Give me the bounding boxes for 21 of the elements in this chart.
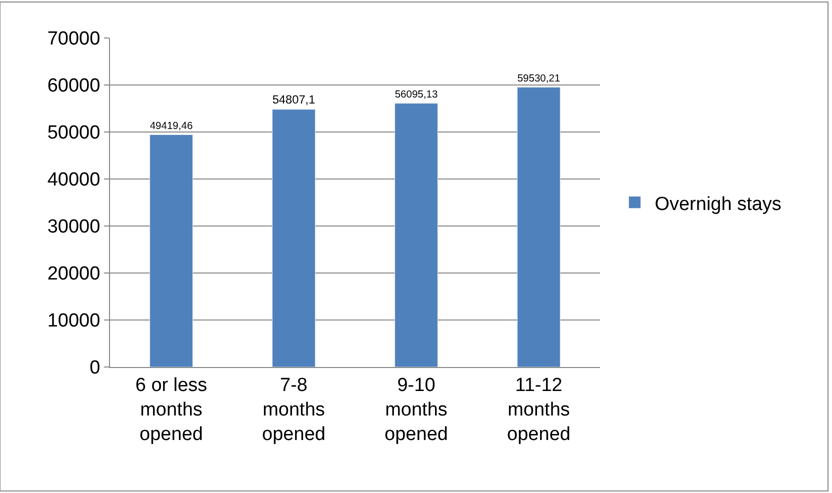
bar [150, 134, 193, 367]
x-tick-label: 11-12 months opened [507, 374, 570, 446]
y-tick-label: 30000 [47, 216, 100, 238]
x-tick-label: 6 or less months opened [135, 374, 208, 446]
y-tick-label: 20000 [47, 264, 100, 285]
text: 56095,13 [394, 90, 438, 101]
text: 59530,21 [517, 74, 560, 85]
y-tick-label: 50000 [47, 122, 100, 144]
y-tick-label: 10000 [47, 310, 100, 332]
bar [517, 86, 560, 367]
y-tick-label: 70000 [47, 28, 100, 50]
bar [394, 103, 438, 367]
bar [272, 109, 316, 367]
x-tick-label: 9-10 months opened [384, 374, 448, 446]
legend-label: Overnigh stays [654, 194, 782, 215]
x-tick-label: 7-8 months opened [262, 374, 326, 446]
y-tick-label: 60000 [47, 76, 100, 97]
text: 49419,46 [150, 121, 193, 132]
text: 54807,1 [272, 92, 316, 106]
y-tick-label: 0 [90, 358, 100, 379]
y-tick-label: 40000 [47, 170, 100, 191]
